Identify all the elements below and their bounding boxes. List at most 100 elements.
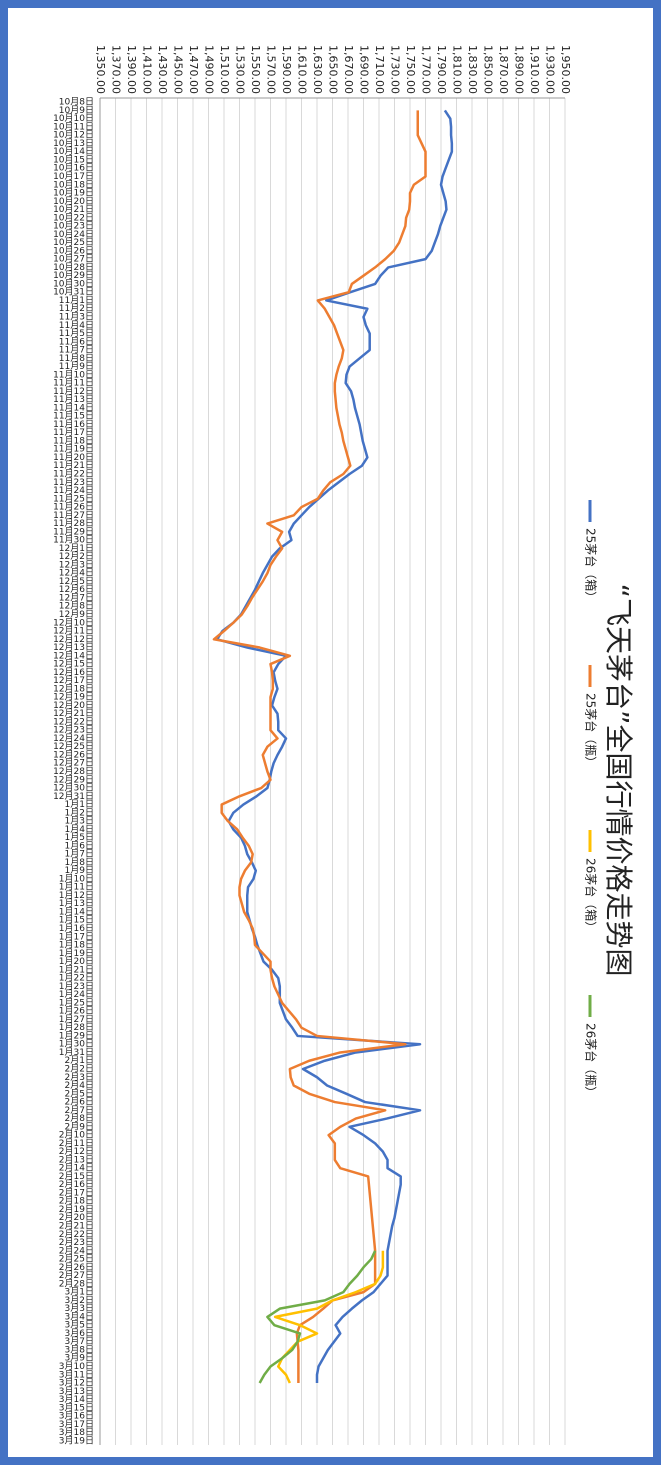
x-tick-label: 10月17日 (53, 171, 94, 182)
y-tick-label: 1,490.00 (203, 45, 216, 94)
x-tick-label: 3月5日 (65, 1320, 94, 1331)
x-tick-label: 10月10日 (53, 113, 94, 124)
series-line (215, 109, 454, 1384)
x-tick-label: 12月27日 (53, 758, 94, 769)
x-tick-label: 3月17日 (59, 1419, 94, 1430)
x-tick-label: 1月25日 (59, 997, 94, 1008)
x-tick-label: 1月7日 (65, 849, 94, 860)
y-tick-label: 1,590.00 (280, 45, 293, 94)
x-tick-label: 12月1日 (59, 543, 94, 554)
x-tick-label: 10月20日 (53, 196, 94, 207)
x-tick-label: 11月26日 (53, 502, 94, 513)
y-tick-label: 1,730.00 (389, 45, 402, 94)
x-tick-label: 3月2日 (65, 1295, 94, 1306)
x-tick-label: 1月27日 (59, 1014, 94, 1025)
x-tick-label: 1月15日 (59, 915, 94, 926)
x-tick-label: 3月9日 (65, 1353, 94, 1364)
x-tick-label: 11月7日 (59, 345, 94, 356)
x-tick-label: 11月21日 (53, 460, 94, 471)
x-tick-label: 2月15日 (59, 1171, 94, 1182)
x-tick-label: 12月25日 (53, 741, 94, 752)
y-tick-label: 1,630.00 (311, 45, 324, 94)
x-tick-label: 12月24日 (53, 733, 94, 744)
x-tick-label: 11月2日 (59, 303, 94, 314)
x-tick-label: 3月6日 (65, 1328, 94, 1339)
x-tick-label: 11月11日 (53, 378, 94, 389)
x-tick-label: 2月20日 (59, 1212, 94, 1223)
x-tick-label: 3月12日 (59, 1378, 94, 1389)
x-tick-label: 1月8日 (65, 857, 94, 868)
y-tick-label: 1,390.00 (125, 45, 138, 94)
x-tick-label: 3月10日 (59, 1361, 94, 1372)
x-tick-label: 12月26日 (53, 749, 94, 760)
x-tick-label: 3月11日 (59, 1369, 94, 1380)
x-tick-label: 2月3日 (65, 1072, 94, 1083)
x-tick-label: 12月4日 (59, 568, 94, 579)
x-tick-label: 11月22日 (53, 469, 94, 480)
y-tick-label: 1,850.00 (482, 45, 495, 94)
y-tick-label: 1,470.00 (187, 45, 200, 94)
x-tick-label: 12月13日 (53, 642, 94, 653)
x-tick-label: 10月13日 (53, 138, 94, 149)
x-tick-label: 2月24日 (59, 1245, 94, 1256)
x-tick-label: 11月3日 (59, 311, 94, 322)
y-tick-label: 1,710.00 (373, 45, 386, 94)
y-tick-label: 1,550.00 (249, 45, 262, 94)
x-tick-label: 1月19日 (59, 948, 94, 959)
x-tick-label: 1月4日 (65, 824, 94, 835)
x-tick-label: 2月17日 (59, 1187, 94, 1198)
x-tick-label: 11月20日 (53, 452, 94, 463)
x-tick-label: 10月14日 (53, 146, 94, 157)
x-tick-label: 1月14日 (59, 906, 94, 917)
x-tick-label: 2月2日 (65, 1063, 94, 1074)
x-tick-label: 1月21日 (59, 964, 94, 975)
legend-label: 25茅台（箱） (584, 528, 599, 603)
y-tick-label: 1,810.00 (451, 45, 464, 94)
series-line (212, 110, 427, 1384)
x-tick-label: 3月13日 (59, 1386, 94, 1397)
y-tick-label: 1,930.00 (544, 45, 557, 94)
x-tick-label: 11月4日 (59, 320, 94, 331)
x-tick-label: 1月1日 (65, 799, 94, 810)
x-tick-label: 11月23日 (53, 477, 94, 488)
x-tick-label: 12月17日 (53, 675, 94, 686)
x-tick-label: 2月14日 (59, 1163, 94, 1174)
x-tick-label: 11月17日 (53, 427, 94, 438)
x-tick-label: 11月6日 (59, 336, 94, 347)
x-tick-label: 11月13日 (53, 394, 94, 405)
y-tick-label: 1,670.00 (342, 45, 355, 94)
x-tick-label: 11月5日 (59, 328, 94, 339)
x-tick-label: 3月7日 (65, 1336, 94, 1347)
x-tick-label: 11月29日 (53, 526, 94, 537)
x-tick-label: 2月19日 (59, 1204, 94, 1215)
y-tick-label: 1,690.00 (358, 45, 371, 94)
legend-label: 26茅台（瓶） (584, 1023, 599, 1098)
x-tick-label: 10月16日 (53, 163, 94, 174)
x-tick-label: 12月6日 (59, 584, 94, 595)
y-tick-label: 1,570.00 (265, 45, 278, 94)
x-tick-label: 12月28日 (53, 766, 94, 777)
x-tick-label: 12月29日 (53, 774, 94, 785)
x-tick-label: 2月26日 (59, 1262, 94, 1273)
x-tick-label: 1月3日 (65, 816, 94, 827)
x-tick-label: 12月11日 (53, 626, 94, 637)
x-tick-label: 10月31日 (53, 287, 94, 298)
x-tick-label: 10月22日 (53, 212, 94, 223)
x-tick-label: 10月27日 (53, 254, 94, 265)
y-tick-label: 1,430.00 (156, 45, 169, 94)
x-tick-label: 10月15日 (53, 154, 94, 165)
y-tick-label: 1,510.00 (218, 45, 231, 94)
x-tick-label: 3月18日 (59, 1427, 94, 1438)
x-tick-label: 2月8日 (65, 1113, 94, 1124)
x-tick-label: 1月11日 (59, 882, 94, 893)
x-tick-label: 11月12日 (53, 386, 94, 397)
x-tick-label: 1月23日 (59, 981, 94, 992)
x-tick-label: 10月24日 (53, 229, 94, 240)
x-tick-label: 10月18日 (53, 179, 94, 190)
series-line (258, 1250, 377, 1384)
x-tick-label: 1月18日 (59, 940, 94, 951)
y-tick-label: 1,370.00 (110, 45, 123, 94)
x-tick-label: 2月4日 (65, 1080, 94, 1091)
